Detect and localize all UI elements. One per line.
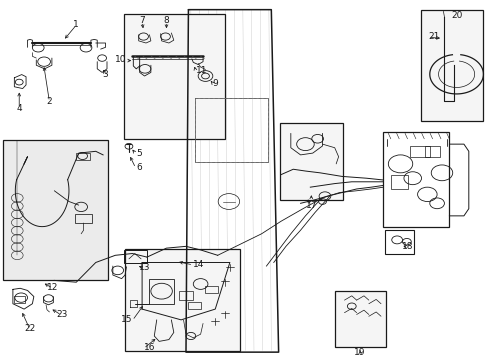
Text: 4: 4 bbox=[17, 104, 22, 113]
Bar bbox=[420, 10, 483, 121]
Text: 14: 14 bbox=[193, 260, 204, 269]
Bar bbox=[334, 291, 386, 347]
Text: 19: 19 bbox=[354, 348, 365, 357]
Bar bbox=[123, 14, 224, 139]
Bar bbox=[149, 279, 173, 304]
Bar bbox=[124, 249, 147, 263]
Text: 16: 16 bbox=[143, 343, 155, 352]
Text: 23: 23 bbox=[56, 310, 67, 319]
Bar bbox=[3, 140, 108, 280]
Bar bbox=[76, 153, 90, 159]
Bar bbox=[75, 214, 92, 223]
Bar bbox=[280, 123, 342, 200]
Text: 2: 2 bbox=[46, 96, 52, 105]
Bar bbox=[14, 296, 25, 303]
Text: 8: 8 bbox=[163, 16, 169, 25]
Text: 1: 1 bbox=[73, 19, 79, 28]
Bar bbox=[383, 132, 448, 226]
Text: 7: 7 bbox=[139, 16, 144, 25]
Text: 22: 22 bbox=[24, 324, 36, 333]
Bar bbox=[125, 249, 239, 351]
Bar bbox=[390, 175, 407, 189]
Text: 15: 15 bbox=[121, 315, 132, 324]
Text: 11: 11 bbox=[195, 66, 207, 75]
Text: 9: 9 bbox=[212, 79, 218, 88]
Text: 20: 20 bbox=[450, 11, 461, 20]
Text: 21: 21 bbox=[427, 32, 439, 41]
Bar bbox=[205, 286, 217, 293]
Text: 6: 6 bbox=[136, 163, 142, 172]
Text: 18: 18 bbox=[401, 242, 413, 251]
Bar bbox=[188, 302, 200, 309]
Text: 17: 17 bbox=[305, 201, 316, 210]
Text: 12: 12 bbox=[47, 283, 59, 292]
Text: 3: 3 bbox=[102, 70, 108, 79]
Text: 13: 13 bbox=[139, 264, 150, 273]
Text: 5: 5 bbox=[136, 149, 142, 158]
Bar bbox=[424, 146, 439, 157]
Bar bbox=[409, 146, 429, 157]
Text: 10: 10 bbox=[115, 55, 126, 64]
Bar bbox=[384, 230, 413, 253]
Bar bbox=[178, 291, 193, 300]
